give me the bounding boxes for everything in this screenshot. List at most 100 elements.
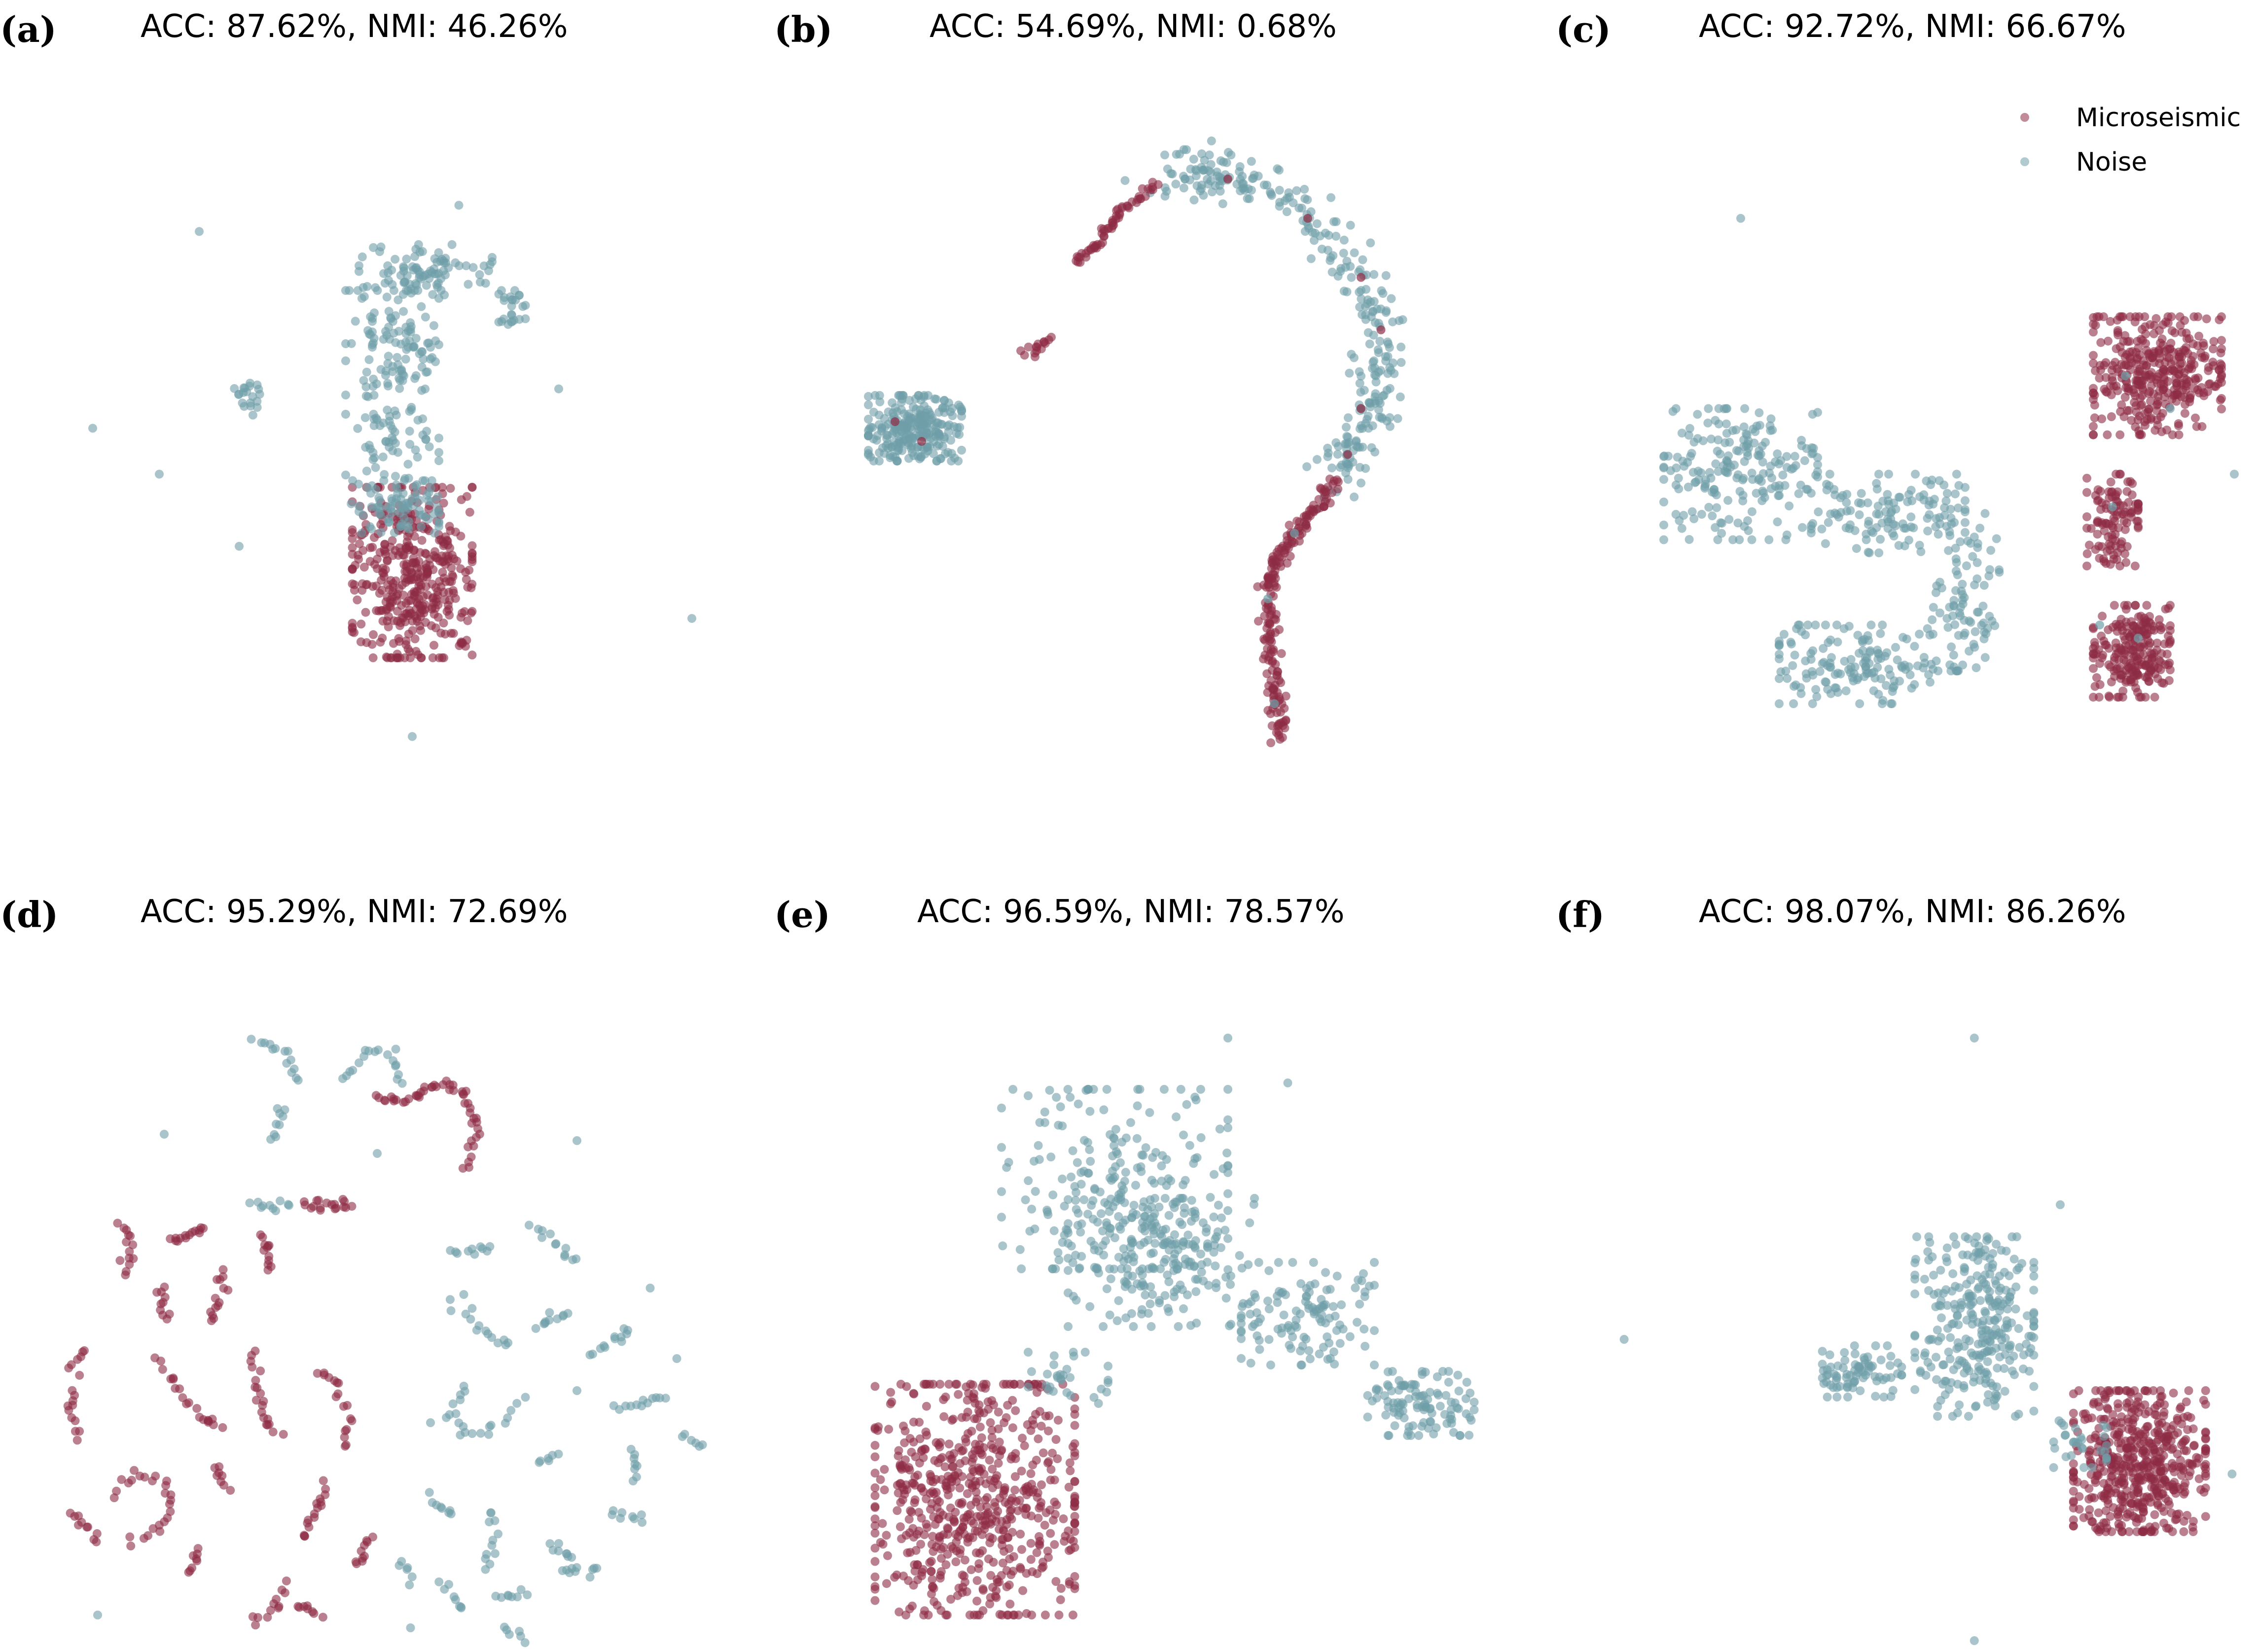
scatter-point (1779, 630, 1789, 639)
scatter-point (1344, 413, 1353, 423)
scatter-point (209, 1420, 218, 1430)
scatter-point (2109, 550, 2118, 560)
scatter-point (933, 430, 943, 439)
scatter-point (1129, 1201, 1139, 1210)
scatter-point (1007, 1452, 1017, 1461)
scatter-point (623, 1326, 632, 1335)
scatter-point (1048, 1190, 1058, 1200)
scatter-point (1396, 392, 1405, 401)
scatter-point (385, 417, 394, 426)
scatter-point (1724, 515, 1734, 524)
scatter-point (1080, 1348, 1090, 1357)
scatter-point (409, 575, 418, 584)
scatter-point (1064, 1322, 1073, 1331)
scatter-point (1032, 1456, 1041, 1465)
scatter-point (414, 581, 424, 591)
scatter-point (1102, 1218, 1111, 1227)
scatter-point (1426, 1417, 1435, 1427)
scatter-point (1791, 680, 1800, 689)
scatter-point (1901, 665, 1910, 674)
scatter-point (112, 1486, 121, 1496)
scatter-point (515, 290, 524, 300)
scatter-point (215, 1275, 225, 1284)
scatter-point (1697, 509, 1706, 519)
scatter-point (350, 628, 359, 637)
scatter-point (467, 552, 477, 562)
scatter-point (394, 637, 404, 646)
scatter-point (2113, 328, 2122, 337)
scatter-point (2124, 498, 2133, 507)
scatter-point (902, 1382, 911, 1391)
scatter-point (1721, 419, 1731, 429)
scatter-point (1179, 1194, 1188, 1203)
scatter-point (165, 1500, 174, 1508)
scatter-point (375, 589, 384, 598)
scatter-point (906, 1506, 915, 1515)
scatter-point (1056, 1102, 1065, 1112)
scatter-point (1393, 414, 1402, 423)
scatter-point (1337, 1300, 1346, 1309)
scatter-point (467, 1429, 477, 1438)
scatter-point (1110, 1134, 1119, 1143)
scatter-point (252, 380, 262, 390)
scatter-point (997, 1213, 1006, 1222)
scatter-point (1370, 1258, 1379, 1267)
scatter-point (1911, 469, 1920, 479)
scatter-point (1842, 506, 1852, 516)
scatter-point (1874, 469, 1883, 479)
scatter-point (1296, 1279, 1306, 1289)
scatter-point (1005, 1599, 1015, 1609)
scatter-point (1951, 489, 1960, 499)
scatter-point (1331, 232, 1341, 241)
scatter-point (1383, 369, 1393, 378)
scatter-point (1970, 643, 1979, 652)
scatter-point (1308, 228, 1317, 237)
scatter-point (1387, 294, 1396, 303)
scatter-point (1160, 150, 1169, 160)
scatter-point (1088, 1196, 1098, 1205)
scatter-point (1966, 617, 1975, 627)
scatter-point (273, 1104, 282, 1113)
scatter-point (592, 1564, 602, 1573)
scatter-point (2086, 524, 2096, 533)
scatter-point (1136, 1240, 1145, 1250)
scatter-point (1002, 1520, 1011, 1529)
scatter-point (1276, 718, 1286, 728)
scatter-point (125, 1532, 135, 1542)
scatter-point (1405, 1384, 1415, 1393)
scatter-point (1366, 238, 1375, 248)
scatter-point (1296, 1361, 1306, 1369)
scatter-point (1370, 1361, 1379, 1369)
scatter-point (1189, 195, 1199, 205)
scatter-point (1369, 330, 1378, 340)
scatter-point (1945, 527, 1954, 537)
scatter-point (917, 1445, 927, 1455)
scatter-point (358, 546, 367, 555)
scatter-point (1406, 1431, 1416, 1440)
scatter-point (160, 1130, 169, 1139)
scatter-point (1109, 1202, 1118, 1212)
scatter-point (1238, 179, 1247, 188)
scatter-point (1045, 1085, 1054, 1095)
scatter-point (166, 1490, 176, 1500)
scatter-point (957, 1413, 967, 1422)
scatter-point (1027, 1511, 1036, 1521)
scatter-point (1024, 1176, 1033, 1185)
scatter-point (1109, 1174, 1118, 1183)
scatter-point (411, 481, 420, 491)
scatter-point (235, 541, 244, 551)
scatter-point (1024, 1348, 1033, 1357)
scatter-point (1900, 541, 1909, 550)
scatter-point (1114, 213, 1123, 222)
scatter-point (434, 433, 443, 443)
scatter-point (1659, 475, 1668, 484)
scatter-point (1832, 620, 1841, 630)
scatter-point (1066, 1373, 1075, 1382)
scatter-point (1846, 668, 1855, 678)
scatter-point (1237, 1302, 1247, 1311)
scatter-point (1678, 457, 1687, 466)
scatter-point (1946, 513, 1956, 523)
scatter-point (955, 1483, 965, 1493)
scatter-point (402, 345, 411, 354)
scatter-point (402, 271, 412, 280)
